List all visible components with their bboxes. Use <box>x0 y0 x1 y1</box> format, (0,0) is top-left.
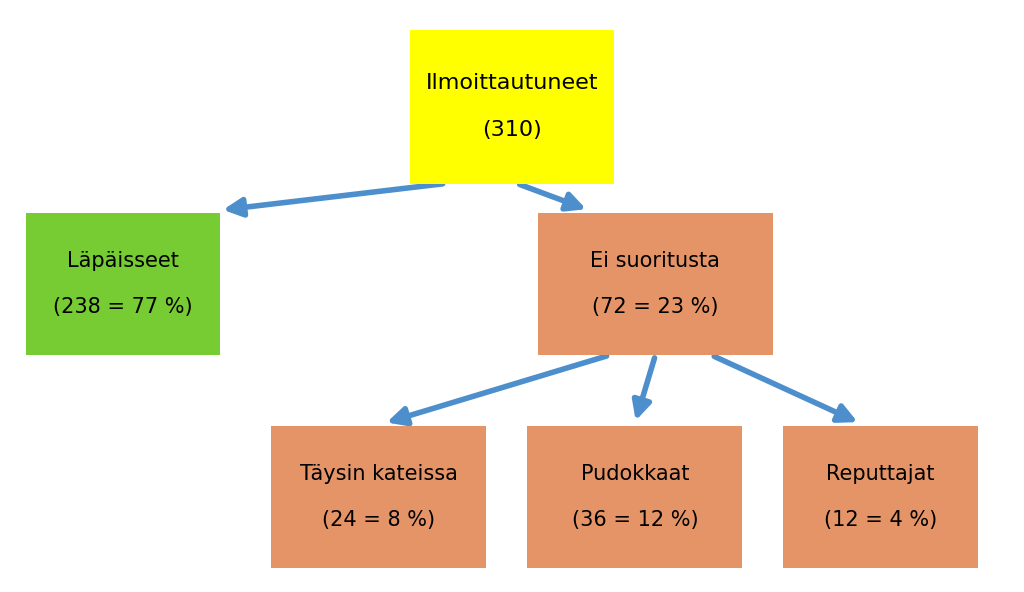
Text: Täysin kateissa

(24 = 8 %): Täysin kateissa (24 = 8 %) <box>300 464 458 530</box>
Text: Pudokkaat

(36 = 12 %): Pudokkaat (36 = 12 %) <box>571 464 698 530</box>
FancyBboxPatch shape <box>26 213 220 355</box>
FancyBboxPatch shape <box>538 213 773 355</box>
Text: Ei suoritusta

(72 = 23 %): Ei suoritusta (72 = 23 %) <box>591 251 720 317</box>
FancyBboxPatch shape <box>527 426 742 568</box>
FancyBboxPatch shape <box>783 426 978 568</box>
Text: Ilmoittautuneet

(310): Ilmoittautuneet (310) <box>426 73 598 140</box>
FancyBboxPatch shape <box>410 30 614 184</box>
FancyBboxPatch shape <box>271 426 486 568</box>
Text: Läpäisseet

(238 = 77 %): Läpäisseet (238 = 77 %) <box>53 251 193 317</box>
Text: Reputtajat

(12 = 4 %): Reputtajat (12 = 4 %) <box>824 464 937 530</box>
